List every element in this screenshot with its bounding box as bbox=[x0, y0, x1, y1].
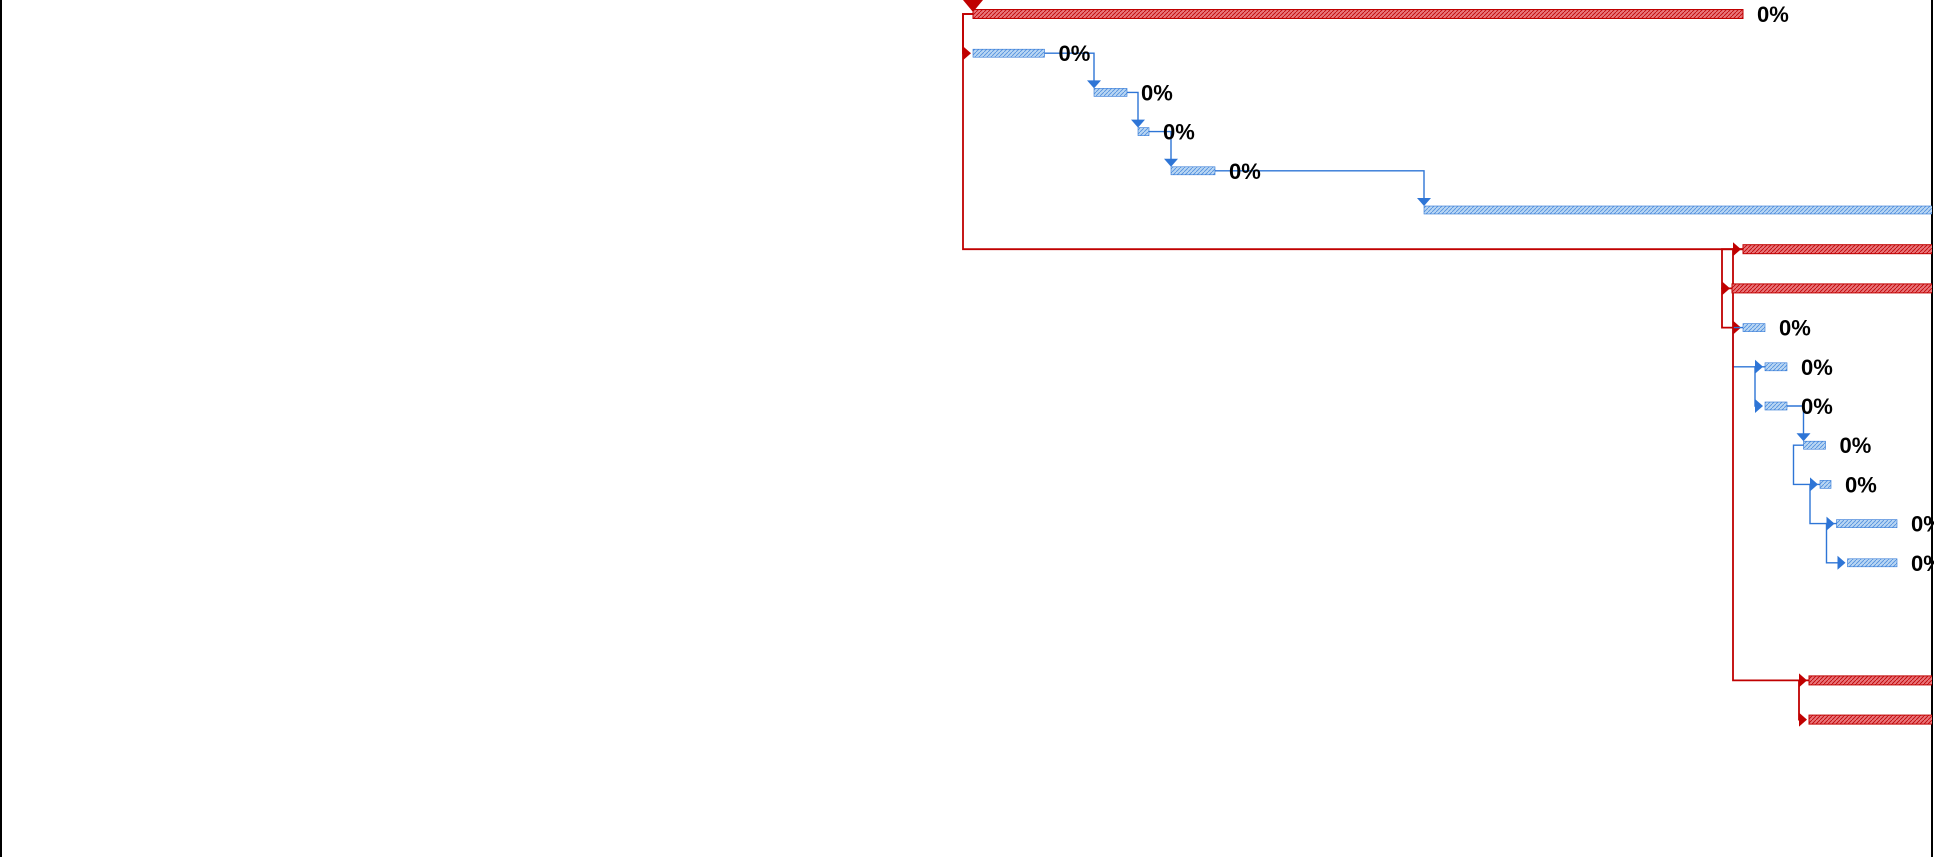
summary-task-bar[interactable] bbox=[972, 9, 1744, 19]
task-bar[interactable] bbox=[1803, 440, 1826, 450]
percent-complete-label: 0% bbox=[1801, 394, 1833, 419]
task-bar[interactable] bbox=[1137, 127, 1150, 136]
task-bar[interactable] bbox=[1764, 401, 1788, 411]
dependency-arrow bbox=[1755, 399, 1763, 413]
summary-task-bar[interactable] bbox=[1808, 675, 1934, 686]
task-bar[interactable] bbox=[1836, 519, 1898, 528]
task-bar[interactable] bbox=[1847, 558, 1898, 568]
dependency-arrow bbox=[1417, 198, 1431, 206]
task-bar[interactable] bbox=[972, 48, 1045, 58]
dependency-link bbox=[962, 13, 1739, 251]
percent-complete-label: 0% bbox=[1840, 433, 1872, 458]
task-bar[interactable] bbox=[1170, 166, 1216, 176]
dependency-link bbox=[1809, 483, 1833, 525]
summary-start-marker bbox=[963, 0, 983, 12]
dependency-link bbox=[1044, 52, 1095, 83]
task-bar[interactable] bbox=[1423, 205, 1934, 215]
task-bar[interactable] bbox=[1819, 480, 1832, 489]
dependency-arrow bbox=[1796, 433, 1811, 442]
dependency-link bbox=[1798, 679, 1809, 721]
dependency-link bbox=[1127, 91, 1139, 122]
summary-task-bar[interactable] bbox=[1731, 283, 1934, 294]
percent-complete-label: 0% bbox=[1163, 120, 1195, 145]
percent-complete-label: 0% bbox=[1911, 551, 1934, 576]
dependency-arrow bbox=[1131, 119, 1145, 128]
task-bar[interactable] bbox=[1093, 88, 1128, 97]
percent-complete-label: 0% bbox=[1845, 472, 1877, 497]
percent-complete-label: 0% bbox=[1779, 316, 1811, 341]
dependency-link bbox=[1149, 130, 1172, 161]
dependency-arrow bbox=[1799, 712, 1807, 727]
dependency-arrow bbox=[1087, 80, 1101, 89]
dependency-link bbox=[1215, 170, 1425, 200]
task-bar[interactable] bbox=[1742, 323, 1766, 332]
summary-task-bar[interactable] bbox=[1808, 714, 1934, 725]
dependency-link bbox=[1754, 366, 1765, 407]
percent-complete-label: 0% bbox=[1059, 41, 1091, 66]
task-bar[interactable] bbox=[1764, 362, 1788, 372]
dependency-link bbox=[1825, 522, 1844, 564]
percent-complete-label: 0% bbox=[1911, 512, 1934, 537]
dependency-link bbox=[1792, 444, 1816, 486]
dependency-arrow bbox=[1164, 158, 1178, 167]
dependency-link bbox=[1787, 405, 1805, 436]
dependency-link bbox=[1732, 248, 1805, 682]
percent-complete-label: 0% bbox=[1801, 355, 1833, 380]
percent-complete-label: 0% bbox=[1141, 80, 1173, 105]
dependency-link bbox=[1721, 287, 1739, 329]
dependency-arrow bbox=[1837, 555, 1846, 570]
summary-task-bar[interactable] bbox=[1742, 244, 1934, 255]
dependency-arrow bbox=[963, 46, 971, 61]
percent-complete-label: 0% bbox=[1757, 2, 1789, 27]
dependency-link bbox=[962, 13, 973, 55]
percent-complete-label: 0% bbox=[1229, 159, 1261, 184]
dependency-link bbox=[1732, 326, 1761, 368]
